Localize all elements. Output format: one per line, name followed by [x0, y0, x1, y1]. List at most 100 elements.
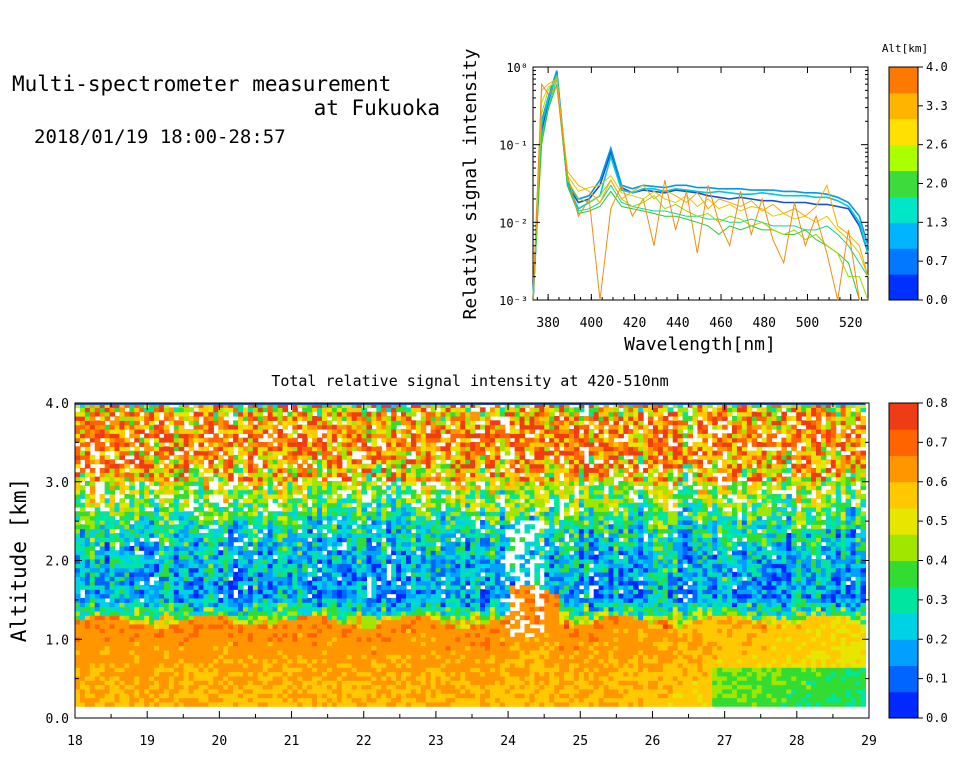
heatmap-cell	[257, 606, 264, 612]
heatmap-cell	[144, 667, 150, 673]
heatmap-cell	[302, 424, 308, 430]
heatmap-cell	[223, 667, 229, 673]
heatmap-cell	[297, 636, 303, 642]
heatmap-cell	[84, 498, 91, 504]
heatmap-cell	[282, 667, 289, 673]
heatmap-cell	[307, 480, 313, 486]
heatmap-cell	[430, 675, 437, 681]
heatmap-cell	[193, 571, 200, 577]
heatmap-cell	[168, 606, 175, 612]
heatmap-cell	[183, 498, 190, 504]
heatmap-cell	[79, 563, 86, 569]
heatmap-cell	[401, 563, 407, 569]
heatmap-cell	[302, 467, 308, 473]
heatmap-cell	[326, 459, 333, 465]
heatmap-cell	[99, 662, 106, 668]
heatmap-cell	[223, 441, 229, 447]
heatmap-cell	[445, 545, 452, 551]
heatmap-cell	[317, 515, 323, 521]
heatmap-cell	[336, 541, 343, 547]
heatmap-cell	[114, 554, 121, 560]
heatmap-cell	[356, 541, 363, 547]
heatmap-cell	[391, 441, 397, 447]
heatmap-cell	[336, 662, 343, 668]
heatmap-cell	[134, 541, 140, 547]
heatmap-cell	[109, 688, 116, 694]
heatmap-cell	[415, 407, 422, 413]
heatmap-cell	[317, 658, 323, 664]
heatmap-cell	[262, 463, 269, 469]
heatmap-cell	[331, 658, 338, 664]
heatmap-cell	[430, 489, 437, 495]
heatmap-cell	[99, 593, 106, 599]
heatmap-cell	[317, 506, 323, 512]
altitude-colorbar-cell	[889, 170, 918, 197]
heatmap-cell	[124, 485, 130, 491]
heatmap-cell	[223, 463, 229, 469]
heatmap-cell	[89, 433, 96, 439]
heatmap-cell	[252, 489, 259, 495]
heatmap-cell	[302, 511, 308, 517]
heatmap-cell	[307, 493, 313, 499]
heatmap-cell	[252, 415, 259, 421]
heatmap-cell	[203, 662, 209, 668]
heatmap-cell	[84, 407, 91, 413]
heatmap-cell	[94, 680, 101, 686]
heatmap-cell	[297, 532, 303, 538]
heatmap-cell	[415, 649, 422, 655]
heatmap-cell	[178, 537, 185, 543]
heatmap-cell	[79, 441, 86, 447]
heatmap-cell	[277, 688, 284, 694]
heatmap-cell	[193, 584, 200, 590]
heatmap-cell	[361, 623, 368, 629]
heatmap-cell	[134, 563, 140, 569]
heatmap-cell	[440, 558, 447, 564]
heatmap-cell	[440, 415, 447, 421]
heatmap-cell	[322, 589, 328, 595]
heatmap-cell	[109, 446, 116, 452]
heatmap-cell	[302, 697, 308, 703]
heatmap-cell	[208, 649, 214, 655]
heatmap-cell	[119, 489, 125, 495]
heatmap-cell	[242, 532, 249, 538]
heatmap-cell	[262, 697, 269, 703]
heatmap-cell	[396, 576, 402, 582]
heatmap-cell	[124, 589, 130, 595]
heatmap-cell	[163, 554, 170, 560]
heatmap-cell	[307, 680, 313, 686]
heatmap-cell	[242, 697, 249, 703]
heatmap-cell	[163, 515, 170, 521]
heatmap-cell	[104, 524, 111, 530]
heatmap-cell	[84, 658, 91, 664]
heatmap-cell	[405, 537, 412, 543]
heatmap-cell	[292, 571, 298, 577]
heatmap-cell	[124, 411, 130, 417]
heatmap-cell	[124, 532, 130, 538]
heatmap-cell	[361, 628, 368, 634]
heatmap-cell	[376, 532, 382, 538]
heatmap-cell	[168, 545, 175, 551]
heatmap-cell	[326, 658, 333, 664]
heatmap-cell	[405, 615, 412, 621]
heatmap-cell	[252, 537, 259, 543]
heatmap-cell	[381, 576, 387, 582]
heatmap-cell	[435, 641, 442, 647]
heatmap-cell	[134, 511, 140, 517]
heatmap-cell	[75, 502, 81, 508]
heatmap-cell	[114, 415, 121, 421]
heatmap-cell	[267, 654, 274, 660]
heatmap-cell	[168, 654, 175, 660]
heatmap-cell	[331, 558, 338, 564]
heatmap-cell	[109, 463, 116, 469]
heatmap-cell	[341, 606, 348, 612]
heatmap-cell	[371, 701, 377, 707]
heatmap-cell	[109, 502, 116, 508]
heatmap-cell	[119, 515, 125, 521]
heatmap-cell	[158, 450, 165, 456]
heatmap-cell	[188, 597, 195, 603]
heatmap-cell	[242, 667, 249, 673]
heatmap-cell	[193, 610, 200, 616]
heatmap-cell	[208, 428, 214, 434]
heatmap-cell	[193, 476, 200, 482]
heatmap-cell	[79, 632, 86, 638]
